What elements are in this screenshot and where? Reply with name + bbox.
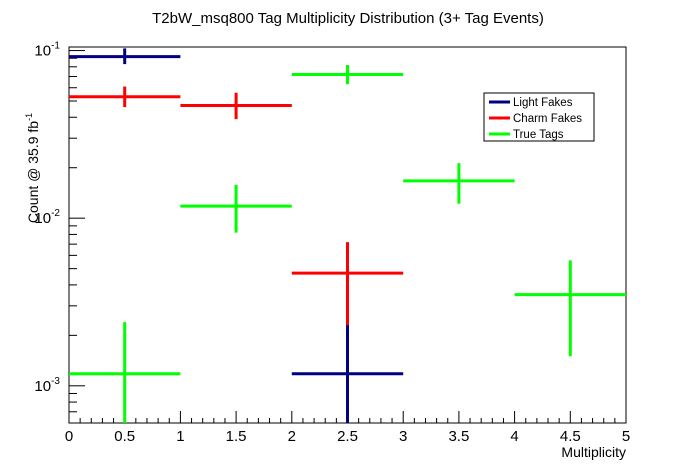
x-axis: 0 0.5 1 1.5 2 2.5 3 3.5 4 4.5 5 bbox=[65, 411, 630, 445]
x-tick-label: 5 bbox=[622, 428, 630, 445]
y-axis: 10-1 10-2 10-3 bbox=[34, 41, 85, 424]
x-tick-label: 3.5 bbox=[448, 428, 469, 445]
x-tick-label: 0 bbox=[65, 428, 73, 445]
x-tick-label: 4.5 bbox=[560, 428, 581, 445]
x-tick-label: 2.5 bbox=[337, 428, 358, 445]
chart-title: T2bW_msq800 Tag Multiplicity Distributio… bbox=[152, 10, 544, 27]
x-tick-label: 3 bbox=[399, 428, 407, 445]
legend: Light Fakes Charm Fakes True Tags bbox=[483, 92, 595, 142]
x-tick-label: 1 bbox=[176, 428, 184, 445]
legend-label: Charm Fakes bbox=[513, 113, 582, 125]
x-tick-label: 4 bbox=[510, 428, 518, 445]
x-tick-label: 1.5 bbox=[226, 428, 247, 445]
y-tick-label: 10-1 bbox=[34, 41, 60, 60]
x-axis-title: Multiplicity bbox=[561, 444, 626, 460]
x-tick-label: 2 bbox=[288, 428, 296, 445]
series-charm-fakes bbox=[69, 86, 404, 326]
y-tick-label: 10-2 bbox=[34, 208, 60, 227]
series-light-fakes bbox=[69, 48, 404, 423]
y-axis-title-main: Count @ 35.9 fb bbox=[25, 121, 41, 223]
y-tick-label: 10-3 bbox=[34, 376, 60, 395]
y-axis-title-sup: -1 bbox=[24, 113, 34, 121]
legend-label: True Tags bbox=[513, 129, 564, 141]
y-axis-title: Count @ 35.9 fb-1 bbox=[24, 113, 41, 223]
legend-label: Light Fakes bbox=[513, 97, 573, 109]
series-layer bbox=[69, 48, 626, 423]
series-true-tags bbox=[69, 64, 626, 423]
x-tick-label: 0.5 bbox=[114, 428, 135, 445]
